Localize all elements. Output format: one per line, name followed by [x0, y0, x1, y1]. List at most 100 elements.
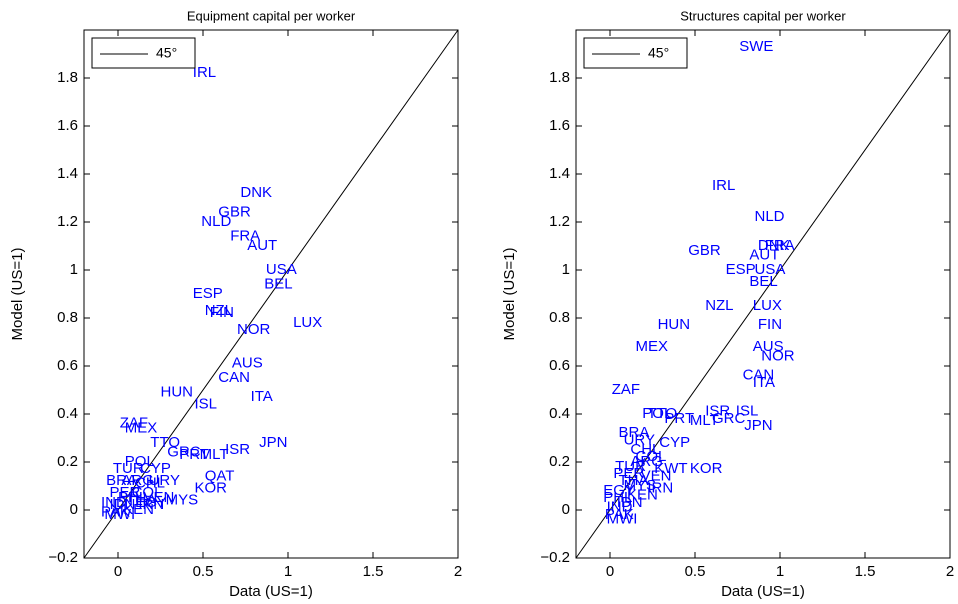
point-label: KEN: [627, 487, 658, 504]
y-tick-label: 0.4: [57, 405, 78, 422]
point-label: MEX: [125, 419, 158, 436]
point-label: EGY: [135, 494, 167, 511]
y-tick-label: −0.2: [48, 549, 78, 566]
reference-line: [83, 29, 459, 559]
point-label: MLT: [200, 446, 229, 463]
point-label: DNK: [240, 184, 272, 201]
point-label: BRA: [106, 472, 137, 489]
point-label: HUN: [658, 316, 691, 333]
point-label: CYP: [659, 434, 690, 451]
y-tick-label: 1.2: [57, 213, 78, 230]
chart-title: Structures capital per worker: [680, 8, 846, 23]
point-label: ISR: [705, 403, 730, 420]
legend-box: [91, 37, 196, 69]
x-tick-label: 0.5: [193, 563, 214, 580]
point-label: URY: [149, 472, 180, 489]
point-label: POL: [642, 405, 672, 422]
point-label: PRT: [179, 446, 209, 463]
y-tick-label: 0.2: [57, 453, 78, 470]
point-label: CHL: [630, 441, 660, 458]
y-tick-label: 0: [562, 501, 570, 518]
point-label: PER: [110, 484, 141, 501]
y-tick-label: 0.4: [549, 405, 570, 422]
y-tick-label: 0.2: [549, 453, 570, 470]
point-label: PAK: [605, 506, 634, 523]
point-label: CYP: [140, 460, 171, 477]
point-label: AUS: [232, 355, 263, 372]
point-label: PHL: [603, 489, 632, 506]
y-tick-label: 1.6: [57, 117, 78, 134]
point-label: MWI: [607, 511, 638, 528]
point-label: JPN: [744, 417, 772, 434]
y-tick-label: 0.6: [57, 357, 78, 374]
point-label: JPN: [259, 434, 287, 451]
point-label: QAT: [205, 467, 235, 484]
point-label: KOR: [690, 460, 723, 477]
point-label: TTO: [647, 405, 677, 422]
point-label: IDN: [617, 494, 643, 511]
point-label: KEN: [123, 501, 154, 518]
point-label: IRN: [647, 479, 673, 496]
legend-label: 45°: [156, 45, 177, 61]
point-label: FRA: [230, 227, 260, 244]
point-label: ITA: [753, 374, 775, 391]
point-label: AUT: [247, 237, 277, 254]
y-tick-label: 1.4: [57, 165, 78, 182]
reference-line: [575, 29, 951, 559]
x-tick-label: 1.5: [363, 563, 384, 580]
y-axis-label: Model (US=1): [501, 248, 518, 341]
chart-title: Equipment capital per worker: [187, 8, 356, 23]
point-label: ITA: [251, 388, 273, 405]
point-label: TTO: [150, 434, 180, 451]
point-label: ARG: [121, 472, 154, 489]
legend-box: [583, 37, 688, 69]
point-label: BEL: [749, 273, 777, 290]
y-tick-label: 0.8: [57, 309, 78, 326]
point-label: GRC: [712, 410, 746, 427]
y-tick-label: −0.2: [540, 549, 570, 566]
point-label: ARG: [630, 453, 663, 470]
x-tick-label: 2: [946, 563, 954, 580]
x-tick-label: 1.5: [855, 563, 876, 580]
x-tick-label: 1: [284, 563, 292, 580]
point-label: SWE: [739, 38, 773, 55]
x-tick-label: 0: [114, 563, 122, 580]
point-label: FIN: [758, 316, 782, 333]
point-label: VEN: [641, 467, 672, 484]
point-label: LUX: [293, 314, 322, 331]
y-tick-label: 1: [70, 261, 78, 278]
point-label: CHL: [135, 475, 165, 492]
point-label: THA: [127, 491, 157, 508]
point-label: VEN: [144, 489, 175, 506]
point-label: USA: [266, 261, 297, 278]
point-label: ISL: [195, 395, 218, 412]
legend-label: 45°: [648, 45, 669, 61]
point-label: NOR: [761, 347, 795, 364]
point-label: BEL: [264, 275, 292, 292]
point-label: GRC: [167, 443, 201, 460]
point-label: BRA: [619, 424, 650, 441]
point-label: IRN: [138, 496, 164, 513]
point-label: NZL: [205, 302, 233, 319]
y-tick-label: 0.6: [549, 357, 570, 374]
point-label: IDN: [110, 496, 136, 513]
point-label: TUR: [615, 458, 646, 475]
point-label: AUS: [753, 338, 784, 355]
point-label: PER: [613, 465, 644, 482]
y-tick-label: 0: [70, 501, 78, 518]
point-label: ESP: [193, 285, 223, 302]
point-label: IND: [607, 499, 633, 516]
point-label: COL: [132, 484, 163, 501]
y-tick-label: 0.8: [549, 309, 570, 326]
point-label: MEX: [636, 338, 669, 355]
point-label: POL: [125, 453, 155, 470]
point-label: ZAF: [612, 381, 640, 398]
y-tick-label: 1.8: [549, 69, 570, 86]
x-axis-label: Data (US=1): [229, 583, 313, 600]
point-label: IRL: [712, 177, 735, 194]
point-label: FRA: [765, 237, 795, 254]
point-label: NLD: [755, 208, 785, 225]
point-label: THA: [619, 472, 649, 489]
y-tick-label: 1.2: [549, 213, 570, 230]
